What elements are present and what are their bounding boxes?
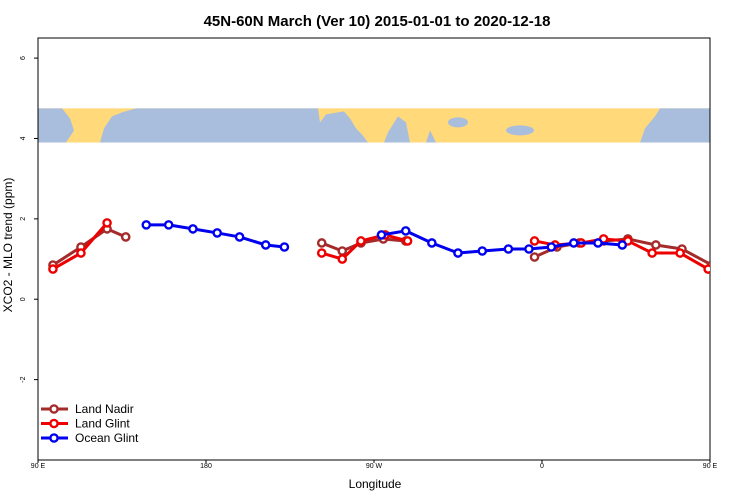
ocean-glint-point bbox=[141, 220, 152, 230]
legend-swatch-marker bbox=[49, 404, 59, 414]
series-layer bbox=[48, 218, 738, 274]
x-tick-label: 90 E bbox=[703, 463, 718, 470]
ocean-glint-point bbox=[568, 238, 579, 248]
y-axis-label: XCO2 - MLO trend (ppm) bbox=[1, 178, 15, 313]
land-glint-point bbox=[729, 249, 736, 256]
ocean-glint-point bbox=[503, 244, 514, 254]
ocean-glint-point bbox=[188, 224, 198, 234]
x-axis: 90 E 180 90 W 0 90 E bbox=[31, 460, 718, 470]
series-land-glint bbox=[48, 218, 736, 274]
legend-label: Ocean Glint bbox=[75, 431, 139, 445]
land-nadir-point bbox=[651, 240, 661, 250]
x-tick-label: 0 bbox=[540, 463, 544, 470]
ocean-glint-point bbox=[617, 240, 628, 250]
world-map-band bbox=[38, 108, 710, 143]
land-glint-point bbox=[647, 248, 657, 258]
x-tick-label: 90 E bbox=[31, 463, 46, 470]
y-tick-label: 2 bbox=[20, 217, 27, 221]
map-lake bbox=[226, 124, 246, 133]
ocean-glint-point bbox=[212, 228, 222, 238]
land-glint-point bbox=[675, 248, 685, 258]
land-glint-point bbox=[703, 264, 710, 274]
legend-item-land-glint: Land Glint bbox=[41, 417, 130, 431]
map-lake bbox=[448, 117, 468, 128]
ocean-glint-point bbox=[477, 246, 488, 256]
y-tick-label: 0 bbox=[20, 297, 27, 301]
land-glint-point bbox=[529, 236, 540, 246]
ocean-glint-point bbox=[453, 248, 463, 258]
y-axis: -2 0 2 4 6 bbox=[20, 56, 38, 383]
ocean-glint-point bbox=[546, 242, 557, 252]
map-lake bbox=[288, 116, 312, 129]
land-nadir-point bbox=[120, 232, 131, 242]
series-ocean-glint bbox=[141, 220, 628, 258]
ocean-glint-point bbox=[376, 230, 387, 240]
land-glint-point bbox=[48, 264, 58, 274]
ocean-glint-point bbox=[427, 238, 437, 248]
map-ocean-region bbox=[384, 116, 410, 143]
y-tick-label: -2 bbox=[20, 376, 27, 382]
legend-label: Land Glint bbox=[75, 417, 130, 431]
plot-frame bbox=[37, 37, 711, 461]
legend-item-ocean-glint: Ocean Glint bbox=[41, 431, 139, 445]
land-nadir-point bbox=[731, 243, 738, 250]
legend-item-land-nadir: Land Nadir bbox=[41, 402, 134, 416]
land-nadir-point bbox=[316, 238, 327, 248]
land-glint-point bbox=[316, 248, 327, 258]
map-lake bbox=[326, 122, 342, 131]
land-nadir-point bbox=[337, 246, 348, 256]
x-axis-label: Longitude bbox=[349, 477, 402, 491]
ocean-glint-point bbox=[400, 226, 411, 236]
legend-swatch-marker bbox=[49, 418, 59, 429]
map-lake bbox=[198, 115, 230, 126]
land-glint-point bbox=[102, 218, 112, 228]
map-ocean-region bbox=[640, 108, 710, 143]
x-tick-label: 90 W bbox=[366, 463, 383, 470]
ocean-glint-point bbox=[279, 242, 290, 252]
land-nadir-line bbox=[52, 227, 127, 267]
ocean-glint-point bbox=[163, 220, 174, 230]
ocean-glint-point bbox=[260, 240, 271, 250]
y-tick-label: 6 bbox=[20, 56, 27, 60]
land-glint-point bbox=[76, 248, 86, 258]
map-ocean-region bbox=[38, 108, 74, 143]
map-lake bbox=[506, 125, 534, 136]
ocean-glint-point bbox=[524, 244, 534, 254]
x-tick-label: 180 bbox=[200, 463, 212, 470]
land-glint-point bbox=[337, 254, 348, 264]
legend-swatch-marker bbox=[49, 433, 59, 443]
ocean-glint-point bbox=[593, 238, 603, 248]
land-glint-point bbox=[356, 236, 366, 246]
ocean-glint-line bbox=[381, 229, 623, 255]
land-glint-point bbox=[402, 236, 413, 246]
ocean-glint-point bbox=[234, 232, 245, 242]
legend-label: Land Nadir bbox=[75, 402, 134, 416]
land-nadir-point bbox=[529, 252, 540, 262]
chart-title: 45N-60N March (Ver 10) 2015-01-01 to 202… bbox=[204, 13, 551, 30]
map-ocean-region bbox=[426, 130, 436, 143]
y-tick-label: 4 bbox=[20, 136, 27, 140]
